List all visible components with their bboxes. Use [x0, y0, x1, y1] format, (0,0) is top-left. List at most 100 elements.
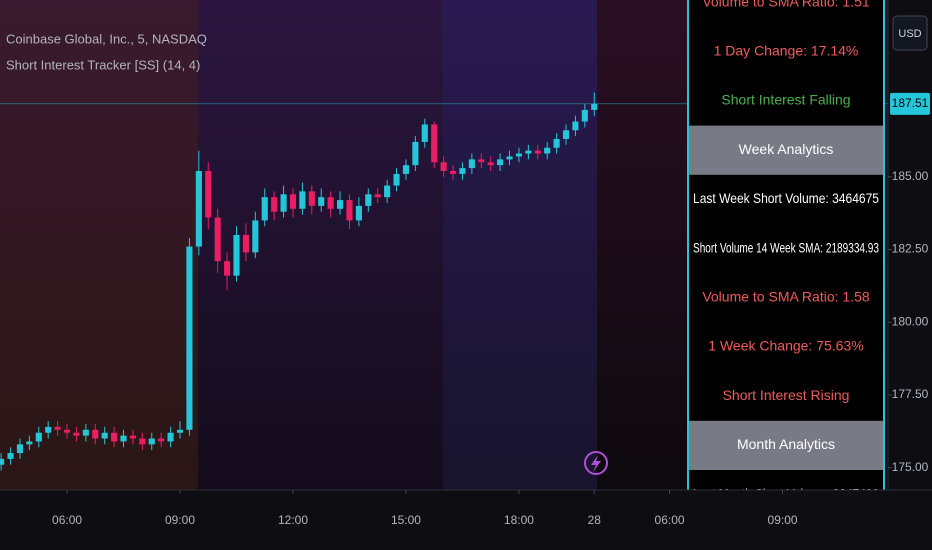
- candle-body: [280, 194, 287, 212]
- candle-body: [421, 124, 428, 142]
- x-tick-label: 09:00: [165, 513, 195, 527]
- candle-body: [271, 197, 278, 212]
- candle-body: [261, 197, 268, 221]
- panel-header-bg: [689, 125, 883, 175]
- candle-body: [534, 150, 541, 154]
- x-tick-label: 18:00: [504, 513, 534, 527]
- candle-body: [374, 194, 381, 198]
- candle-body: [45, 426, 52, 433]
- candle-body: [214, 217, 221, 262]
- price-axis: [888, 0, 932, 490]
- candle-body: [525, 150, 532, 154]
- candle-body: [459, 168, 466, 174]
- candle-body: [63, 429, 71, 433]
- panel-row: Short Interest Rising: [723, 387, 850, 403]
- candle-body: [120, 435, 127, 442]
- x-tick-label: 06:00: [655, 513, 685, 527]
- candle-body: [318, 197, 325, 206]
- candle-body: [7, 453, 14, 459]
- candle-body: [205, 170, 212, 218]
- candle-body: [412, 141, 419, 166]
- time-axis: [0, 490, 932, 550]
- candle-body: [327, 197, 334, 209]
- candle-body: [365, 194, 372, 206]
- indicator-name: Short Interest Tracker [SS] (14, 4): [6, 57, 200, 72]
- candle-body: [167, 432, 174, 442]
- candle-body: [101, 432, 108, 439]
- candle-body: [92, 429, 99, 439]
- panel-row: Short Volume 14 Week SMA: 2189334.93: [693, 239, 879, 255]
- x-tick-label: 06:00: [52, 513, 82, 527]
- currency-label[interactable]: USD: [898, 28, 921, 40]
- candle-body: [572, 121, 579, 131]
- x-tick-label: 15:00: [391, 513, 421, 527]
- candle-body: [35, 432, 42, 442]
- currency-button[interactable]: [892, 15, 928, 51]
- candle-body: [308, 191, 315, 206]
- candle-body: [384, 185, 391, 198]
- candle-body: [139, 438, 146, 445]
- candle-body: [553, 139, 560, 148]
- candle-body: [346, 200, 353, 221]
- candle-body: [337, 200, 344, 209]
- panel-row: Volume to SMA Ratio: 1.51: [702, 0, 870, 9]
- candle-body: [233, 234, 240, 276]
- panel-header: Week Analytics: [739, 141, 834, 157]
- candle-body: [73, 432, 80, 436]
- lightning-bolt: [591, 455, 601, 472]
- last-price-label: 187.51: [892, 96, 929, 110]
- candle-body: [581, 109, 588, 122]
- candle-body: [544, 147, 551, 154]
- candle-body: [478, 159, 485, 163]
- candle-body: [176, 429, 184, 433]
- candle-body: [111, 432, 118, 442]
- candle-body: [252, 220, 259, 253]
- candle-body: [195, 170, 202, 247]
- panel-row: Last Week Short Volume: 3464675: [693, 190, 879, 206]
- x-tick-label: 28: [588, 513, 602, 527]
- panel-header-bg: [689, 420, 883, 470]
- candle-body: [515, 153, 523, 157]
- candle-body: [449, 170, 457, 174]
- candle-body: [26, 441, 33, 445]
- candle-body: [289, 194, 297, 209]
- candle-body: [129, 435, 136, 439]
- panel-header: Month Analytics: [737, 436, 835, 452]
- candle-body: [431, 124, 438, 163]
- candle-body: [242, 234, 249, 253]
- y-tick-label: 182.50: [892, 242, 929, 256]
- panel-row: Volume to SMA Ratio: 1.58: [702, 289, 870, 305]
- x-tick-label: 09:00: [768, 513, 798, 527]
- candle-body: [82, 429, 89, 436]
- session-band: [0, 0, 198, 490]
- candle-body: [16, 444, 24, 454]
- y-tick-label: 177.50: [892, 387, 929, 401]
- candle-body: [54, 426, 61, 430]
- candle-body: [148, 438, 155, 445]
- last-price-tag: [890, 92, 930, 115]
- session-band: [443, 0, 597, 490]
- panel-row: 1 Week Change: 75.63%: [708, 338, 863, 354]
- candle-body: [402, 165, 410, 174]
- candle-body: [224, 261, 231, 276]
- y-tick-label: 175.00: [892, 460, 929, 474]
- candle-body: [299, 191, 306, 209]
- panel-row: 1 Day Change: 17.14%: [714, 43, 859, 59]
- candle-body: [393, 173, 400, 186]
- x-tick-label: 12:00: [278, 513, 308, 527]
- y-tick-label: 180.00: [892, 314, 929, 328]
- panel-row: Short Interest Falling: [721, 92, 850, 108]
- candle-body: [591, 103, 598, 110]
- candle-body: [0, 458, 5, 465]
- y-tick-label: 185.00: [892, 169, 929, 183]
- candle-body: [158, 438, 165, 442]
- candle-body: [497, 159, 504, 166]
- candle-body: [487, 162, 494, 166]
- candle-body: [506, 156, 513, 160]
- candle-body: [562, 130, 570, 140]
- candle-body: [468, 159, 475, 169]
- lightning-icon[interactable]: [584, 451, 608, 475]
- candle-body: [440, 162, 447, 171]
